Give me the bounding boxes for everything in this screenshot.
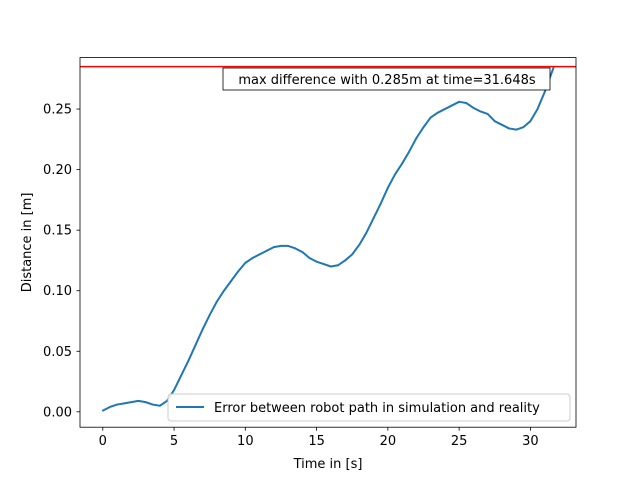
data-point [258, 253, 261, 256]
data-point [543, 91, 546, 94]
data-point [415, 137, 418, 140]
data-point [337, 264, 339, 267]
data-point [265, 249, 268, 252]
data-point [244, 261, 247, 264]
x-axis-label: Time in [s] [293, 457, 363, 472]
legend: Error between robot path in simulation a… [167, 393, 571, 422]
axes-frame [79, 57, 577, 428]
data-marks [80, 65, 576, 412]
data-point [280, 245, 282, 247]
data-point [408, 150, 411, 153]
data-point [230, 280, 232, 282]
data-point [465, 102, 468, 104]
data-point [536, 108, 539, 110]
data-point [194, 344, 197, 347]
data-point [237, 270, 240, 273]
y-tick-label: 0.20 [43, 163, 72, 178]
x-tick-label: 10 [237, 434, 254, 449]
data-point [451, 104, 453, 107]
data-point [208, 314, 211, 316]
data-point [223, 289, 225, 292]
data-point [137, 400, 140, 402]
y-tick-label: 0.05 [43, 345, 72, 360]
data-point [358, 243, 361, 246]
data-point [386, 186, 389, 189]
data-point [166, 400, 168, 402]
data-point [123, 402, 126, 405]
annotation-text: max difference with 0.285m at time=31.64… [238, 73, 536, 88]
data-point [287, 245, 289, 247]
data-point [351, 253, 354, 256]
y-tick-label: 0.00 [43, 405, 72, 420]
data-point [130, 401, 133, 404]
data-point [315, 260, 318, 263]
data-point [486, 113, 489, 115]
data-point [322, 263, 325, 265]
x-tick-label: 25 [451, 434, 468, 449]
data-point [458, 100, 461, 103]
data-point [472, 106, 475, 109]
y-tick-label: 0.25 [43, 103, 72, 118]
data-point [187, 360, 190, 362]
annotation-frame [222, 67, 551, 91]
data-point [522, 126, 525, 129]
data-point [116, 403, 118, 406]
y-axis-ticks: 0.00 0.05 0.10 0.15 0.20 0.25 [43, 103, 80, 420]
data-point [500, 123, 503, 126]
x-tick-label: 0 [99, 434, 107, 449]
data-point [329, 265, 332, 268]
y-tick-label: 0.15 [43, 224, 72, 239]
annotation-box: max difference with 0.285m at time=31.64… [222, 67, 551, 91]
data-point [515, 128, 518, 131]
data-point [443, 108, 446, 110]
x-tick-label: 20 [380, 434, 397, 449]
data-point [422, 126, 425, 129]
data-point [372, 217, 375, 219]
y-axis-label: Distance in [m] [20, 193, 35, 293]
data-point [429, 116, 432, 119]
data-point [436, 111, 439, 114]
x-tick-label: 15 [308, 434, 325, 449]
data-point [201, 328, 204, 331]
data-point [401, 162, 404, 165]
data-point [394, 173, 396, 176]
data-point [308, 257, 311, 259]
x-tick-label: 5 [170, 434, 178, 449]
x-tick-label: 30 [522, 434, 539, 449]
data-point [144, 401, 147, 404]
data-point [493, 120, 496, 123]
x-axis-ticks: 0 5 10 15 20 25 30 [99, 427, 539, 449]
legend-frame [167, 393, 571, 422]
data-point [508, 127, 510, 130]
data-point [479, 110, 482, 113]
data-point [173, 389, 175, 391]
data-point [272, 246, 275, 249]
data-point [529, 120, 532, 123]
data-point [109, 406, 111, 408]
plot-area [80, 57, 576, 428]
series-line-0 [102, 66, 555, 412]
data-point [344, 259, 346, 262]
data-point [379, 202, 382, 205]
data-point [215, 300, 218, 303]
data-point [151, 403, 154, 406]
data-point [180, 374, 183, 377]
data-point [301, 251, 304, 253]
legend-label: Error between robot path in simulation a… [214, 401, 540, 416]
y-tick-label: 0.10 [43, 284, 72, 299]
data-point [101, 409, 104, 412]
data-point [365, 231, 368, 234]
data-point [294, 247, 297, 250]
data-point [251, 257, 254, 259]
data-point [158, 404, 161, 407]
